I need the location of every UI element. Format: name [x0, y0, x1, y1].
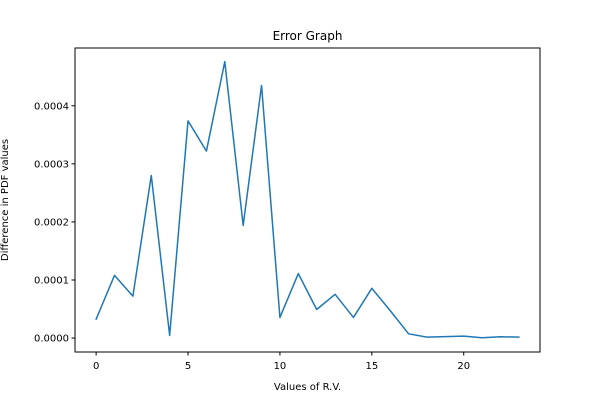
axis-ticks: 0 5 10 15 20 0.0000 0.0001 0.0002 0.0003 0.0004 [34, 101, 470, 372]
y-tick-label: 0.0002 [34, 217, 69, 228]
x-tick-label: 20 [457, 361, 470, 372]
y-tick-label: 0.0001 [34, 275, 69, 286]
x-tick-label: 5 [185, 361, 191, 372]
y-axis-title: Difference in PDF values [0, 139, 11, 261]
axes-frame [74, 47, 541, 353]
series-line-layer [95, 60, 520, 339]
x-axis-title: Values of R.V. [274, 382, 341, 393]
x-tick-label: 15 [365, 361, 378, 372]
x-tick-label: 10 [274, 361, 287, 372]
chart-title: Error Graph [273, 29, 343, 43]
y-tick-label: 0.0003 [34, 159, 69, 170]
x-tick-label: 0 [93, 361, 99, 372]
series-line-0 [95, 60, 520, 339]
y-tick-label: 0.0004 [34, 101, 69, 112]
y-tick-label: 0.0000 [34, 334, 69, 345]
